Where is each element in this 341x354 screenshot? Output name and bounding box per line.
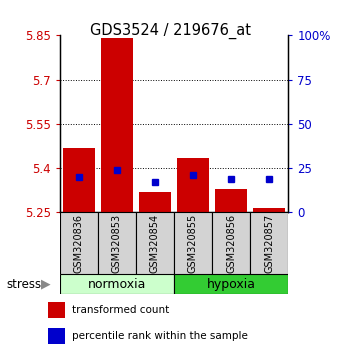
Text: stress: stress [7,278,42,291]
Bar [47,302,65,318]
Text: GSM320856: GSM320856 [226,214,236,273]
Bar [136,212,174,274]
Text: percentile rank within the sample: percentile rank within the sample [72,331,248,341]
Text: GDS3524 / 219676_at: GDS3524 / 219676_at [90,23,251,39]
Text: GSM320855: GSM320855 [188,214,198,273]
Bar [98,212,136,274]
Text: hypoxia: hypoxia [207,278,255,291]
Bar [212,212,250,274]
Bar [62,148,95,212]
Text: normoxia: normoxia [88,278,146,291]
Text: ▶: ▶ [41,278,51,291]
Bar [47,328,65,344]
Bar [101,38,133,212]
Text: GSM320857: GSM320857 [264,214,274,273]
Text: GSM320853: GSM320853 [112,214,122,273]
Bar [177,158,209,212]
Bar [60,212,98,274]
Bar [174,212,212,274]
Bar [139,192,171,212]
Bar [60,274,174,294]
Text: GSM320854: GSM320854 [150,214,160,273]
Text: transformed count: transformed count [72,305,169,315]
Bar [174,274,288,294]
Bar [250,212,288,274]
Bar [215,189,247,212]
Bar [253,208,285,212]
Text: GSM320836: GSM320836 [74,214,84,273]
